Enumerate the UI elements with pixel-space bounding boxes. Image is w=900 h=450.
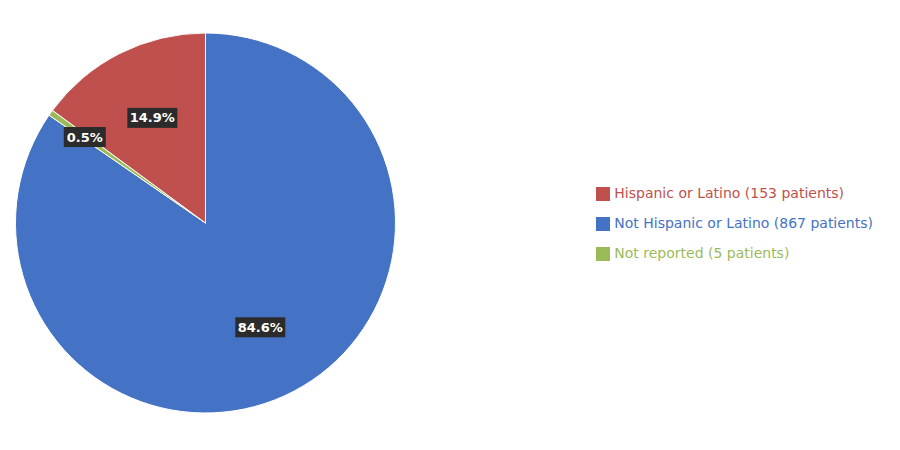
svg-text:14.9%: 14.9% (130, 110, 175, 125)
html-text:Not reported (5 patients): Not reported (5 patients) (614, 245, 790, 261)
html-text:Hispanic or Latino (153 patien: Hispanic or Latino (153 patients) (614, 185, 844, 201)
svg-text:0.5%: 0.5% (67, 130, 103, 145)
svg-text:84.6%: 84.6% (238, 320, 283, 335)
html-text:Not Hispanic or Latino (867 pa: Not Hispanic or Latino (867 patients) (614, 215, 873, 231)
